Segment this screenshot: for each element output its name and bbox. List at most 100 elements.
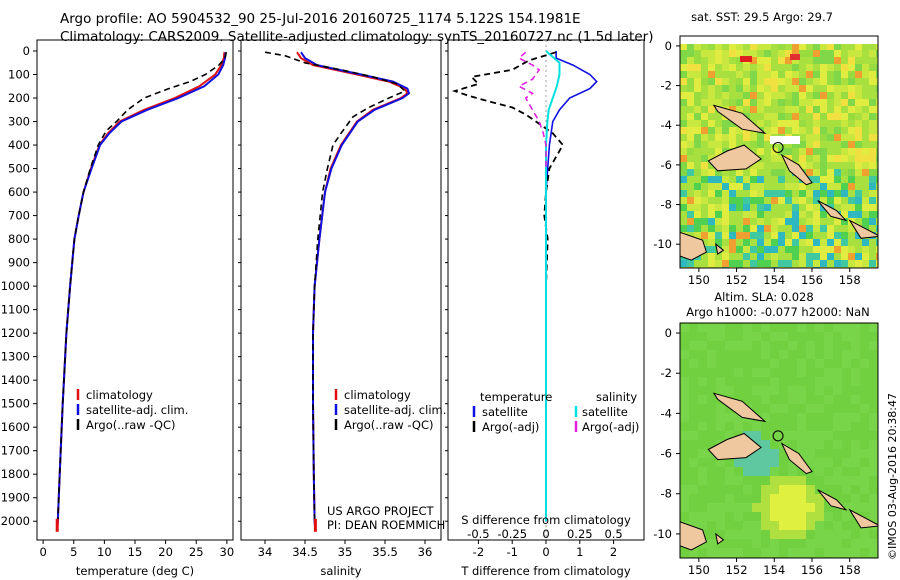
map-cell-sla <box>698 377 707 386</box>
map-x-tick-label: 154 <box>763 563 785 577</box>
map-cell-sst <box>764 134 771 141</box>
map-cell-sla <box>788 323 797 332</box>
map-cell-sst <box>841 253 848 260</box>
map-cell-sst <box>820 183 827 190</box>
map-cell-sst <box>862 253 869 260</box>
map-cell-sst <box>764 218 771 225</box>
map-cell-sla <box>752 404 761 413</box>
map-cell-sst <box>848 92 855 99</box>
map-cell-sst <box>862 169 869 176</box>
map-cell-sla <box>797 341 806 350</box>
map-cell-sst <box>701 148 708 155</box>
map-cell-sst <box>820 43 827 50</box>
map-cell-sla <box>824 512 833 521</box>
map-cell-sst <box>722 134 729 141</box>
map-cell-sst <box>827 127 834 134</box>
map-cell-sst <box>848 78 855 85</box>
map-cell-sst <box>813 176 820 183</box>
map-cell-sst <box>687 50 694 57</box>
map-cell-sla <box>770 332 779 341</box>
map-cell-sst <box>869 64 876 71</box>
map-cell-sla <box>860 503 869 512</box>
map-cell-sla <box>797 530 806 539</box>
map-cell-sst <box>799 64 806 71</box>
map-cell-sst <box>722 50 729 57</box>
map-cell-sla <box>869 377 878 386</box>
map-cell-sla <box>869 332 878 341</box>
map-cell-sst <box>785 92 792 99</box>
map-cell-sla <box>698 494 707 503</box>
map-cell-sla <box>851 341 860 350</box>
map-cell-sla <box>833 395 842 404</box>
map-cell-sst <box>715 43 722 50</box>
map-cell-sla <box>788 548 797 557</box>
map-cell-sst <box>785 246 792 253</box>
map-cell-sst <box>785 127 792 134</box>
map-cell-sla <box>761 413 770 422</box>
map-cell-sla <box>689 341 698 350</box>
map-cell-sst <box>792 253 799 260</box>
map-cell-sla <box>833 359 842 368</box>
map-cell-sst <box>736 64 743 71</box>
depth-tick-label: 1000 <box>1 279 30 293</box>
map-cell-sst <box>862 134 869 141</box>
x-tick-top-label: -0.25 <box>497 527 527 541</box>
map-cell-sst <box>806 134 813 141</box>
map-cell-sst <box>715 204 722 211</box>
map-cell-sla <box>761 386 770 395</box>
map-cell-sla <box>707 476 716 485</box>
map-cell-sla <box>869 503 878 512</box>
map-cell-sla <box>752 359 761 368</box>
map-cell-sst <box>729 239 736 246</box>
map-cell-sst <box>708 197 715 204</box>
map-cell-sst <box>855 218 862 225</box>
map-cell-sst <box>785 239 792 246</box>
map-cell-sla <box>797 512 806 521</box>
map-cell-sst <box>827 120 834 127</box>
map-cell-sla <box>779 503 788 512</box>
map-cell-sla <box>833 485 842 494</box>
map-cell-sst <box>715 197 722 204</box>
map-cell-sst <box>708 218 715 225</box>
map-cell-sst <box>764 85 771 92</box>
map-cell-sla <box>833 350 842 359</box>
map-cell-sst <box>841 225 848 232</box>
map-cell-sst <box>813 113 820 120</box>
map-cell-sla <box>725 359 734 368</box>
map-cell-sla <box>815 431 824 440</box>
map-cell-sla <box>788 467 797 476</box>
map-cell-sst <box>841 155 848 162</box>
map-cell-sst <box>757 176 764 183</box>
map-cell-sst <box>848 155 855 162</box>
series-differences-salinity-satellite <box>545 50 561 522</box>
sla-map-title: Altim. SLA: 0.028 <box>714 290 813 304</box>
map-cell-sla <box>815 512 824 521</box>
map-cell-sla <box>842 386 851 395</box>
map-cell-sst <box>701 169 708 176</box>
legend-label-salinity: Argo(..raw -QC) <box>344 418 434 432</box>
map-cell-sst <box>736 211 743 218</box>
map-cell-sst <box>708 43 715 50</box>
map-cell-sla <box>725 512 734 521</box>
map-cell-sst <box>876 225 878 232</box>
map-cell-sst <box>820 85 827 92</box>
map-cell-sst <box>876 113 878 120</box>
map-cell-sla <box>815 440 824 449</box>
map-cell-sst <box>701 155 708 162</box>
map-cell-sst <box>778 106 785 113</box>
map-cell-sst <box>806 232 813 239</box>
map-cell-sst <box>848 253 855 260</box>
map-cell-sst <box>813 260 820 267</box>
map-cell-sst <box>736 106 743 113</box>
map-cell-sst <box>806 190 813 197</box>
map-cell-sst <box>764 106 771 113</box>
depth-tick-label: 500 <box>8 162 30 176</box>
map-cell-sla <box>761 449 770 458</box>
map-cell-sla <box>680 440 689 449</box>
map-cell-sla <box>815 377 824 386</box>
map-cell-sst <box>750 246 757 253</box>
map-cell-sla <box>716 467 725 476</box>
map-cell-sst <box>834 183 841 190</box>
map-cell-sst <box>813 169 820 176</box>
depth-tick-label: 1500 <box>1 397 30 411</box>
